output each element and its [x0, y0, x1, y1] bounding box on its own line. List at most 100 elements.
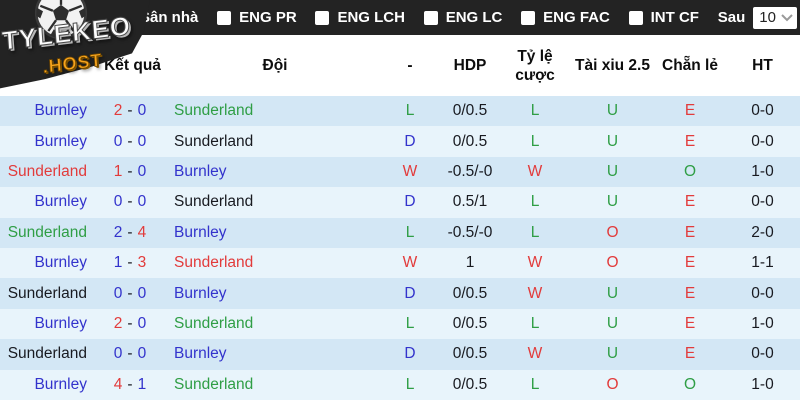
filter-item[interactable]: ENG LC	[423, 9, 503, 26]
match-count-select[interactable]: 10	[753, 6, 797, 29]
away-team-name: Sunderland	[174, 254, 254, 272]
filter-label: ENG PR	[239, 9, 297, 26]
odd-even-letter: E	[684, 314, 696, 332]
away-score: 0	[137, 314, 147, 332]
match-row: Burnley 1-3 Sunderland W 1 W O E 1-1	[0, 247, 800, 279]
odds-letter: L	[530, 223, 540, 241]
match-row: Burnley 0-0 Sunderland D 0.5/1 L U E 0-0	[0, 187, 800, 218]
over-under-letter: O	[606, 223, 619, 241]
header-dash: -	[407, 56, 413, 74]
odd-even-letter: E	[684, 102, 696, 120]
away-score: 0	[137, 162, 147, 180]
score-cell: 0-0	[90, 285, 170, 303]
score-cell: 0-0	[90, 345, 170, 363]
score-cell: 2-0	[90, 315, 170, 333]
after-matches-group: Sau 10	[717, 6, 797, 29]
over-under-letter: U	[606, 132, 619, 150]
score-separator: -	[127, 162, 133, 180]
home-score: 2	[113, 223, 123, 241]
away-team-name: Sunderland	[174, 314, 254, 332]
score-cell: 4-1	[90, 376, 170, 394]
filter-checkbox[interactable]	[628, 10, 643, 25]
result-letter: L	[405, 102, 415, 120]
away-team-name: Sunderland	[174, 375, 254, 393]
home-team-name: Sunderland	[7, 345, 87, 363]
filter-item[interactable]: ENG LCH	[315, 9, 405, 26]
away-score: 0	[137, 193, 147, 211]
filter-label: INT CF	[650, 9, 699, 26]
handicap-value: 0/0.5	[452, 284, 488, 302]
halftime-score: 0-0	[751, 284, 774, 302]
halftime-score: 1-0	[751, 162, 774, 180]
home-team-name: Sunderland	[7, 162, 87, 180]
home-team-name: Burnley	[34, 254, 87, 272]
score-separator: -	[127, 102, 133, 120]
odds-letter: W	[527, 284, 543, 302]
filter-checkbox[interactable]	[521, 10, 536, 25]
result-letter: D	[404, 284, 416, 302]
score-cell: 1-3	[90, 254, 170, 272]
filter-checkbox[interactable]	[423, 10, 438, 25]
match-row: Burnley 2-0 Sunderland L 0/0.5 L U E 1-0	[0, 308, 800, 340]
away-score: 3	[137, 254, 147, 272]
odds-letter: W	[527, 162, 543, 180]
header-hdp: HDP	[453, 56, 487, 74]
over-under-letter: O	[606, 254, 619, 272]
odd-even-letter: E	[684, 223, 696, 241]
home-score: 2	[113, 102, 123, 120]
handicap-value: 1	[465, 254, 475, 272]
away-team-name: Burnley	[174, 162, 227, 180]
odd-even-letter: E	[684, 193, 696, 211]
home-score: 1	[113, 162, 123, 180]
filter-checkbox[interactable]	[315, 10, 330, 25]
handicap-value: 0/0.5	[452, 375, 488, 393]
home-team-name: Sunderland	[7, 223, 87, 241]
home-team-name: Burnley	[34, 132, 87, 150]
home-team-name: Sunderland	[7, 284, 87, 302]
filter-checkbox[interactable]	[217, 10, 232, 25]
away-team-name: Burnley	[174, 345, 227, 363]
over-under-letter: U	[606, 284, 619, 302]
result-letter: L	[405, 223, 415, 241]
filter-item[interactable]: ENG FAC	[521, 9, 610, 26]
site-logo[interactable]: TYLEKEO .HOST	[0, 0, 150, 95]
over-under-letter: U	[606, 314, 619, 332]
score-cell: 1-0	[90, 163, 170, 181]
home-score: 0	[113, 284, 123, 302]
odds-letter: L	[530, 132, 540, 150]
halftime-score: 1-1	[751, 254, 774, 272]
handicap-value: 0/0.5	[452, 132, 488, 150]
handicap-value: 0/0.5	[452, 102, 488, 120]
away-score: 0	[137, 102, 147, 120]
over-under-letter: U	[606, 102, 619, 120]
result-letter: D	[404, 132, 416, 150]
filter-label: ENG LC	[445, 9, 503, 26]
header-odd-even: Chẵn lẻ	[662, 56, 718, 74]
handicap-value: 0/0.5	[452, 314, 488, 332]
after-label: Sau	[717, 9, 746, 26]
filter-label: ENG FAC	[543, 9, 610, 26]
header-team: Đội	[262, 56, 288, 74]
score-cell: 2-4	[90, 224, 170, 242]
over-under-letter: O	[606, 375, 619, 393]
odd-even-letter: E	[684, 345, 696, 363]
home-score: 1	[113, 254, 123, 272]
score-cell: 0-0	[90, 193, 170, 211]
result-letter: L	[405, 314, 415, 332]
filter-item[interactable]: ENG PR	[217, 9, 297, 26]
odds-letter: L	[530, 375, 540, 393]
handicap-value: 0.5/1	[452, 193, 488, 211]
score-separator: -	[127, 314, 133, 332]
away-team-name: Sunderland	[174, 193, 254, 211]
filter-item[interactable]: INT CF	[628, 9, 699, 26]
score-separator: -	[127, 223, 133, 241]
header-ht: HT	[752, 56, 773, 74]
away-score: 0	[137, 345, 147, 363]
handicap-value: -0.5/-0	[447, 162, 493, 180]
over-under-letter: U	[606, 193, 619, 211]
odds-letter: L	[530, 314, 540, 332]
result-letter: D	[404, 193, 416, 211]
score-separator: -	[127, 193, 133, 211]
halftime-score: 0-0	[751, 132, 774, 150]
